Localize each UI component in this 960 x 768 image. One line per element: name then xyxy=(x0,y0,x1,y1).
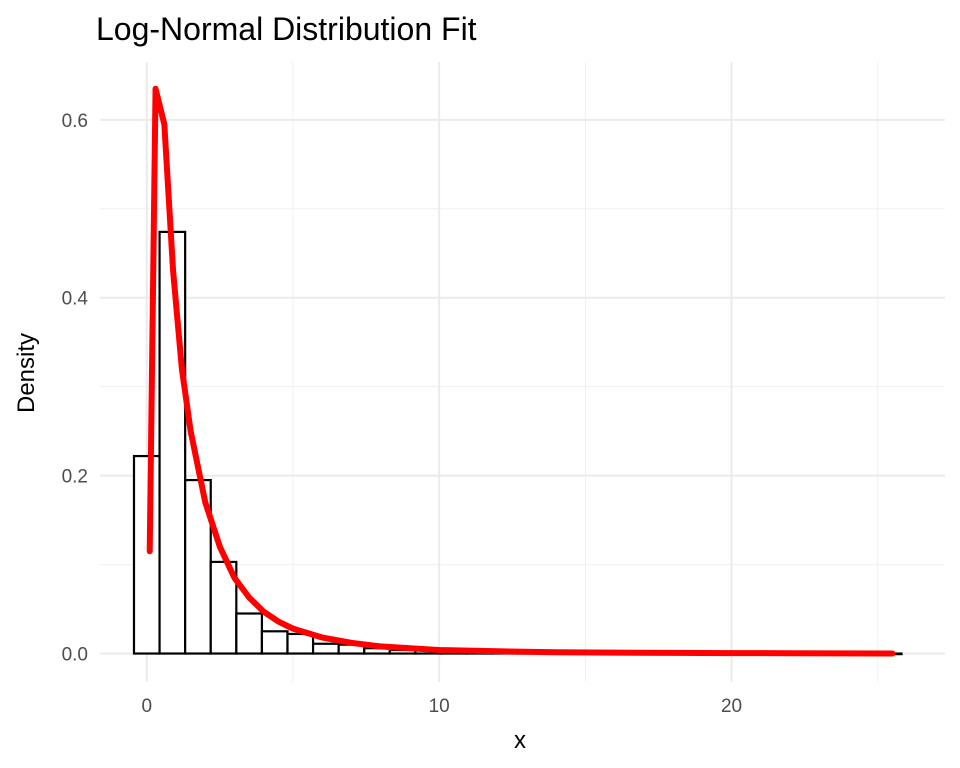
histogram-bar xyxy=(132,454,161,655)
histogram-bar xyxy=(311,642,340,655)
x-tick-label: 20 xyxy=(721,696,742,717)
histogram-bar xyxy=(286,632,315,655)
histogram-bar xyxy=(235,612,264,655)
fit-curve-line xyxy=(146,85,896,657)
fit-curve-layer xyxy=(146,85,896,657)
x-tick-label: 0 xyxy=(141,696,152,717)
x-axis-ticks: 0 10 20 xyxy=(141,696,742,717)
y-tick-label: 0.2 xyxy=(62,467,88,488)
histogram-bars xyxy=(132,230,903,656)
chart-title: Log-Normal Distribution Fit xyxy=(96,11,477,47)
y-axis-ticks: 0.0 0.2 0.4 0.6 xyxy=(62,111,89,666)
histogram-bar xyxy=(260,630,289,655)
x-axis-label: x xyxy=(514,727,526,754)
y-tick-label: 0.0 xyxy=(62,645,88,666)
histogram-bar xyxy=(158,230,187,655)
y-tick-label: 0.6 xyxy=(62,111,88,132)
x-tick-label: 10 xyxy=(429,696,450,717)
y-tick-label: 0.4 xyxy=(62,289,89,310)
y-axis-label: Density xyxy=(13,333,40,413)
